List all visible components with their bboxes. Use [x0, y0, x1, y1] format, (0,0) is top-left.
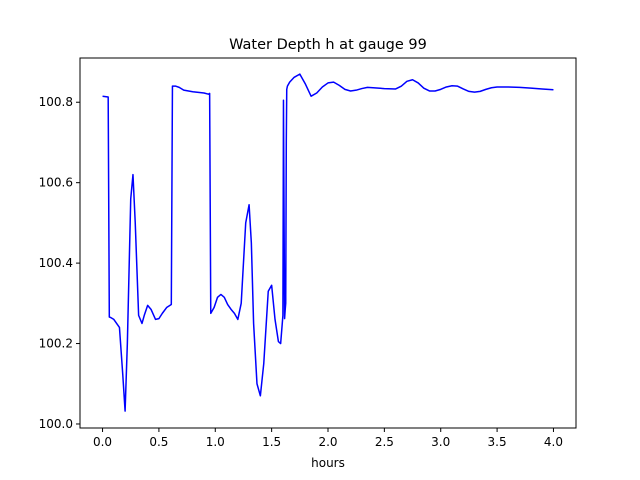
x-tick-label: 1.0 — [206, 435, 225, 449]
x-tick-label: 4.0 — [544, 435, 563, 449]
x-tick-label: 2.0 — [318, 435, 337, 449]
y-axis: 100.0 100.2 100.4 100.6 100.8 — [39, 95, 80, 431]
x-tick-label: 2.5 — [375, 435, 394, 449]
x-tick-label: 3.5 — [488, 435, 507, 449]
y-tick-label: 100.4 — [39, 256, 73, 270]
x-axis: 0.0 0.5 1.0 1.5 2.0 2.5 3.0 3.5 4.0 — [93, 428, 563, 449]
x-tick-label: 0.0 — [93, 435, 112, 449]
y-tick-label: 100.0 — [39, 417, 73, 431]
x-tick-label: 0.5 — [149, 435, 168, 449]
plot-area — [102, 73, 554, 412]
series-line — [102, 73, 554, 412]
x-axis-label: hours — [311, 456, 345, 470]
y-tick-label: 100.2 — [39, 337, 73, 351]
x-tick-label: 1.5 — [262, 435, 281, 449]
y-tick-label: 100.6 — [39, 176, 73, 190]
x-tick-label: 3.0 — [431, 435, 450, 449]
chart-title: Water Depth h at gauge 99 — [229, 37, 427, 53]
y-tick-label: 100.8 — [39, 95, 73, 109]
